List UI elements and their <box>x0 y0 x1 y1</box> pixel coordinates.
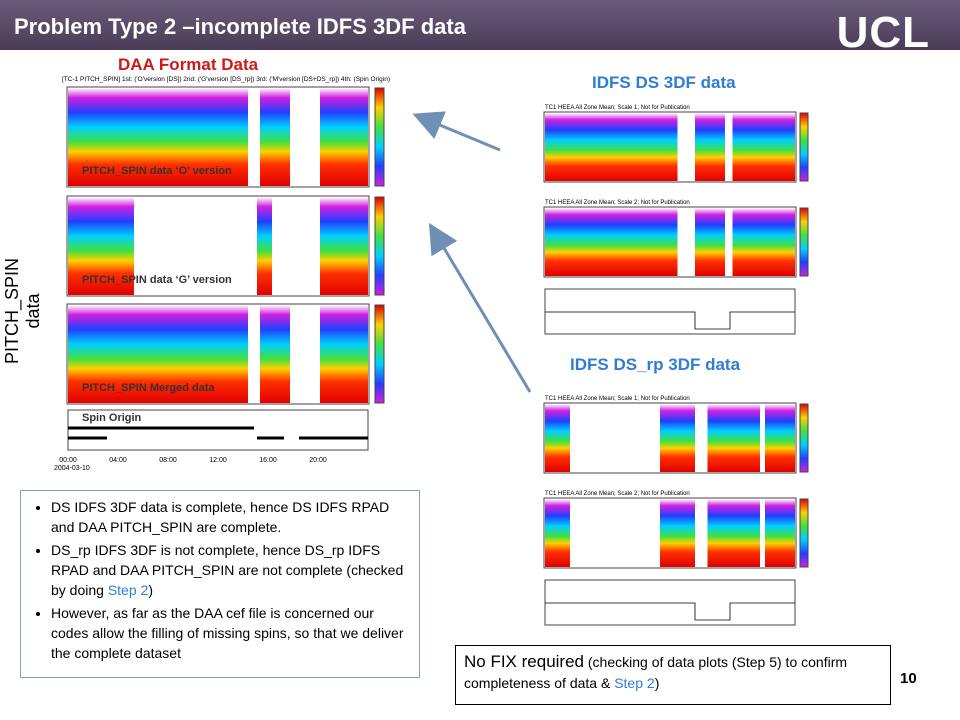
data-gap <box>248 88 260 186</box>
colorbar <box>799 403 809 473</box>
data-gap <box>725 208 733 276</box>
flag-frame <box>67 409 369 451</box>
bullet-text: DS_rp IDFS 3DF is not complete, hence DS… <box>51 542 404 598</box>
data-gap <box>272 197 320 295</box>
spectrogram <box>545 208 795 276</box>
logo: UCL <box>836 8 930 57</box>
panel-label: PITCH_SPIN Merged data <box>82 382 216 394</box>
note-text: ) <box>654 675 660 691</box>
plot-title: TC1 HEEA All Zone Mean; Scale 1; Not for… <box>545 105 690 111</box>
slide-title: Problem Type 2 –incomplete IDFS 3DF data <box>14 14 466 39</box>
bullet: DS IDFS 3DF data is complete, hence DS I… <box>51 497 411 537</box>
colorbar <box>374 304 385 404</box>
note-text: No FIX required <box>464 652 584 671</box>
bullet: However, as far as the DAA cef file is c… <box>51 603 411 663</box>
bullet: DS_rp IDFS 3DF is not complete, hence DS… <box>51 540 411 600</box>
plot-title: TC1 HEEA All Zone Mean; Scale 2; Not for… <box>545 200 690 206</box>
x-tick-label: 04:00 <box>109 457 127 464</box>
bullet-list: DS IDFS 3DF data is complete, hence DS I… <box>29 497 411 663</box>
data-gap <box>570 404 660 472</box>
colorbar <box>799 207 809 277</box>
bullet-text: DS IDFS 3DF data is complete, hence DS I… <box>51 499 390 535</box>
date-label: 2004-03-10 <box>54 465 90 472</box>
sensor-line <box>545 602 795 621</box>
panel-label: PITCH_SPIN data ‘O’ version <box>82 165 232 177</box>
sensor-line <box>545 311 795 330</box>
sensor-frame <box>544 579 796 626</box>
note-box: No FIX required (checking of data plots … <box>455 645 891 705</box>
panel-label: Spin Origin <box>82 412 142 424</box>
ds-heading: IDFS DS 3DF data <box>592 73 736 92</box>
daa-heading: DAA Format Data <box>118 55 259 74</box>
data-gap <box>248 305 260 403</box>
note-text: (checking of data plots (Step 5) to conf… <box>464 654 848 691</box>
data-gap <box>290 305 320 403</box>
ds-rp-heading: IDFS DS_rp 3DF data <box>570 355 741 374</box>
plot-caption: [TC-1 PITCH_SPIN] 1st: ('O'version [DS])… <box>62 76 390 83</box>
data-gap <box>677 208 695 276</box>
data-gap <box>290 88 320 186</box>
data-gap <box>134 197 257 295</box>
colorbar <box>799 112 809 182</box>
bullet-text: ) <box>148 582 153 598</box>
plot-title: TC1 HEEA All Zone Mean; Scale 2; Not for… <box>545 491 690 497</box>
data-gap <box>760 404 765 472</box>
title-bar <box>0 0 960 50</box>
bullet-box: DS IDFS 3DF data is complete, hence DS I… <box>20 490 420 678</box>
bullet-text: However, as far as the DAA cef file is c… <box>51 605 404 661</box>
data-gap <box>677 113 695 181</box>
page-number: 10 <box>900 670 917 687</box>
x-tick-label: 12:00 <box>209 457 227 464</box>
colorbar <box>799 498 809 568</box>
x-tick-label: 16:00 <box>259 457 277 464</box>
x-tick-label: 20:00 <box>309 457 327 464</box>
x-tick-label: 00:00 <box>59 457 77 464</box>
arrow <box>412 111 501 152</box>
x-tick-label: 08:00 <box>159 457 177 464</box>
data-gap <box>760 499 765 567</box>
data-gap <box>570 499 660 567</box>
spectrogram <box>545 113 795 181</box>
note-text: Step 2 <box>614 675 655 691</box>
panel-label: PITCH_SPIN data ‘G’ version <box>82 274 232 286</box>
colorbar <box>374 87 385 187</box>
sensor-frame <box>544 288 796 335</box>
arrow <box>428 222 532 393</box>
data-gap <box>695 404 708 472</box>
bullet-text: Step 2 <box>107 582 149 598</box>
colorbar <box>374 196 385 296</box>
data-gap <box>695 499 708 567</box>
data-gap <box>725 113 733 181</box>
plot-title: TC1 HEEA All Zone Mean; Scale 1; Not for… <box>545 396 690 402</box>
